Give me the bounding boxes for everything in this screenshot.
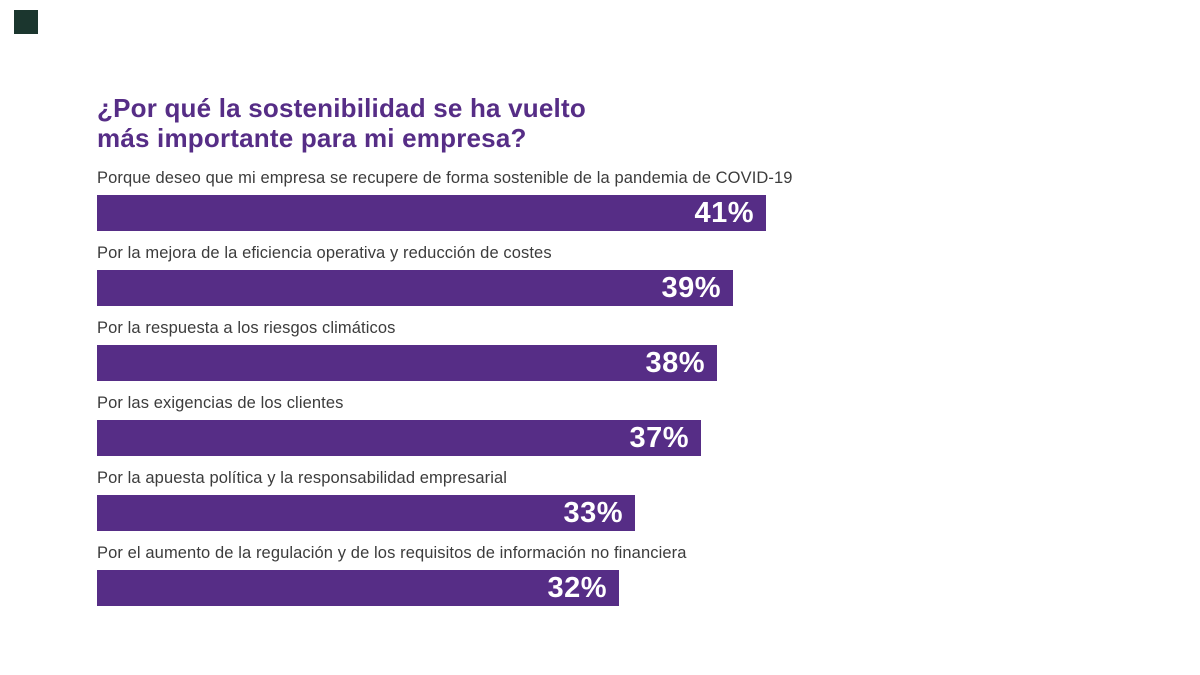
bar-group: Por la apuesta política y la responsabil… <box>97 469 1107 531</box>
bar-chart: ¿Por qué la sostenibilidad se ha vuelto … <box>97 93 1107 619</box>
bar-category-label: Por la apuesta política y la responsabil… <box>97 469 508 487</box>
bar: 39% <box>97 270 733 306</box>
bar: 33% <box>97 495 635 531</box>
bar-category-label: Por la respuesta a los riesgos climático… <box>97 319 396 337</box>
bar-group: Por la respuesta a los riesgos climático… <box>97 319 1107 381</box>
bar-category-label: Por el aumento de la regulación y de los… <box>97 544 687 562</box>
bar-category-label: Por la mejora de la eficiencia operativa… <box>97 244 552 262</box>
chart-title-line-2: más importante para mi empresa? <box>97 123 527 153</box>
bar-group: Por el aumento de la regulación y de los… <box>97 544 1107 606</box>
bar-value-label: 33% <box>563 497 623 529</box>
bar-category-label: Por las exigencias de los clientes <box>97 394 344 412</box>
bar-group: Por la mejora de la eficiencia operativa… <box>97 244 1107 306</box>
bar-value-label: 39% <box>661 272 721 304</box>
bar-value-label: 32% <box>547 572 607 604</box>
bar-group: Por las exigencias de los clientes 37% <box>97 394 1107 456</box>
bar-value-label: 37% <box>629 422 689 454</box>
bar: 41% <box>97 195 766 231</box>
bar-category-label: Porque deseo que mi empresa se recupere … <box>97 169 793 187</box>
bar-value-label: 38% <box>645 347 705 379</box>
bar: 32% <box>97 570 619 606</box>
bar-value-label: 41% <box>694 197 754 229</box>
brand-corner-square <box>14 10 38 34</box>
chart-title-line-1: ¿Por qué la sostenibilidad se ha vuelto <box>97 93 586 123</box>
bar: 37% <box>97 420 701 456</box>
chart-title: ¿Por qué la sostenibilidad se ha vuelto … <box>97 93 1107 153</box>
bar: 38% <box>97 345 717 381</box>
bar-group: Porque deseo que mi empresa se recupere … <box>97 169 1107 231</box>
